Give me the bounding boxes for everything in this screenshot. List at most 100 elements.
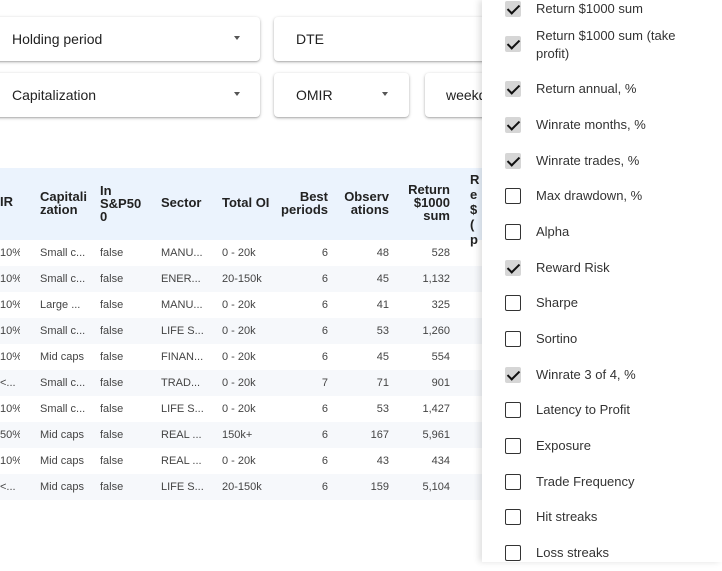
column-toggle-item[interactable]: Exposure (482, 428, 722, 464)
cell-capitalization: Small c... (40, 377, 86, 389)
checkbox-checked-icon[interactable] (505, 260, 521, 276)
cell-best-periods: 6 (321, 481, 328, 493)
weekday-label: weekd (446, 87, 487, 103)
cell-in-sp500: false (100, 377, 124, 389)
cell-ir: <... (0, 377, 16, 389)
cell-return-sum: 1,132 (422, 273, 450, 285)
column-toggle-item[interactable]: Hit streaks (482, 499, 722, 535)
cell-sector: FINAN... (161, 351, 204, 363)
cell-return-sum: 325 (431, 299, 450, 311)
cell-total-oi: 0 - 20k (222, 247, 256, 259)
column-toggle-label: Max drawdown, % (536, 188, 643, 203)
table-row[interactable]: 10% Mid caps false FINAN... 0 - 20k 6 45 554 (0, 344, 482, 370)
cell-ir: <... (0, 481, 16, 493)
column-toggle-item[interactable]: Alpha (482, 214, 722, 250)
column-toggle-label: Sortino (536, 331, 578, 346)
column-toggle-label: Reward Risk (536, 260, 610, 275)
cell-capitalization: Mid caps (40, 429, 85, 441)
column-toggle-item[interactable]: Loss streaks (482, 535, 722, 571)
checkbox-unchecked-icon[interactable] (505, 224, 521, 240)
holding-period-label: Holding period (12, 31, 103, 47)
cell-best-periods: 6 (321, 429, 328, 441)
capitalization-select[interactable]: Capitalization (0, 73, 260, 117)
checkbox-checked-icon[interactable] (505, 81, 521, 97)
col-header-return-sum[interactable]: Return $1000 sum (408, 182, 450, 223)
table-row[interactable]: 50% Mid caps false REAL ... 150k+ 6 167 5,961 (0, 422, 482, 448)
column-toggle-item[interactable]: Winrate trades, % (482, 143, 722, 179)
col-header-return-take-profit[interactable]: Re $ ( p (470, 172, 480, 247)
column-toggle-item[interactable]: Sharpe (482, 285, 722, 321)
col-header-best-periods[interactable]: Best periods (281, 189, 328, 217)
table-row[interactable]: 10% Small c... false LIFE S... 0 - 20k 6 53 1,2… (0, 318, 482, 344)
table-row[interactable]: 10% Mid caps false REAL ... 0 - 20k 6 43 434 (0, 448, 482, 474)
table-row[interactable]: 10% Small c... false ENER... 20-150k 6 45 1,132 (0, 266, 482, 292)
cell-in-sp500: false (100, 429, 124, 441)
cell-ir: 10% (0, 247, 20, 259)
cell-observations: 159 (370, 481, 389, 493)
cell-best-periods: 6 (321, 325, 328, 337)
cell-best-periods: 6 (321, 455, 328, 467)
checkbox-checked-icon[interactable] (505, 36, 521, 52)
table-row[interactable]: 10% Small c... false LIFE S... 0 - 20k 6 53 1,4… (0, 396, 482, 422)
cell-in-sp500: false (100, 299, 124, 311)
checkbox-unchecked-icon[interactable] (505, 509, 521, 525)
column-toggle-label: Alpha (536, 224, 570, 239)
col-header-total-oi[interactable]: Total OI (222, 195, 270, 210)
cell-total-oi: 0 - 20k (222, 299, 256, 311)
checkbox-checked-icon[interactable] (505, 117, 521, 133)
cell-sector: MANU... (161, 299, 203, 311)
column-toggle-item[interactable]: Sortino (482, 321, 722, 357)
cell-sector: REAL ... (161, 455, 202, 467)
col-header-ir[interactable]: IR (0, 195, 13, 208)
col-header-in-sp500[interactable]: In S&P50 0 (100, 183, 142, 224)
checkbox-unchecked-icon[interactable] (505, 188, 521, 204)
cell-in-sp500: false (100, 481, 124, 493)
cell-return-sum: 1,260 (422, 325, 450, 337)
checkbox-checked-icon[interactable] (505, 367, 521, 383)
cell-total-oi: 0 - 20k (222, 455, 256, 467)
cell-capitalization: Mid caps (40, 481, 85, 493)
checkbox-unchecked-icon[interactable] (505, 438, 521, 454)
column-toggle-item[interactable]: Return annual, % (482, 71, 722, 107)
column-toggle-item[interactable]: Latency to Profit (482, 392, 722, 428)
column-toggle-item[interactable]: Trade Frequency (482, 464, 722, 500)
cell-total-oi: 0 - 20k (222, 403, 256, 415)
cell-observations: 45 (376, 351, 389, 363)
cell-in-sp500: false (100, 455, 124, 467)
checkbox-unchecked-icon[interactable] (505, 331, 521, 347)
checkbox-unchecked-icon[interactable] (505, 474, 521, 490)
omir-select[interactable]: OMIR (274, 73, 409, 117)
table-row[interactable]: 10% Large ... false MANU... 0 - 20k 6 41 325 (0, 292, 482, 318)
column-toggle-item[interactable]: Winrate 3 of 4, % (482, 357, 722, 393)
checkbox-checked-icon[interactable] (505, 1, 521, 17)
cell-ir: 10% (0, 325, 20, 337)
column-toggle-item[interactable]: Reward Risk (482, 250, 722, 286)
dte-select[interactable]: DTE (274, 17, 504, 61)
column-toggle-item[interactable]: Return $1000 sum (take profit) (482, 27, 722, 63)
cell-ir: 10% (0, 403, 20, 415)
cell-in-sp500: false (100, 325, 124, 337)
checkbox-unchecked-icon[interactable] (505, 295, 521, 311)
col-header-observations[interactable]: Observ ations (344, 189, 389, 217)
cell-return-sum: 528 (431, 247, 450, 259)
checkbox-checked-icon[interactable] (505, 153, 521, 169)
table-row[interactable]: 10% Small c... false MANU... 0 - 20k 6 48 528 (0, 240, 482, 266)
checkbox-unchecked-icon[interactable] (505, 545, 521, 561)
column-toggle-item[interactable]: Return $1000 sum (482, 0, 722, 27)
cell-best-periods: 6 (321, 403, 328, 415)
column-toggle-item[interactable]: Max drawdown, % (482, 178, 722, 214)
cell-best-periods: 6 (321, 247, 328, 259)
col-header-sector[interactable]: Sector (161, 195, 202, 210)
cell-best-periods: 6 (321, 273, 328, 285)
holding-period-select[interactable]: Holding period (0, 17, 260, 61)
checkbox-unchecked-icon[interactable] (505, 402, 521, 418)
cell-return-sum: 901 (431, 377, 450, 389)
column-toggle-label: Latency to Profit (536, 402, 630, 417)
cell-return-sum: 5,961 (422, 429, 450, 441)
col-header-capitalization[interactable]: Capitali zation (40, 189, 87, 217)
column-toggle-label: Winrate trades, % (536, 153, 640, 168)
column-toggle-item[interactable]: Winrate months, % (482, 107, 722, 143)
cell-sector: LIFE S... (161, 325, 204, 337)
table-row[interactable]: <... Mid caps false LIFE S... 20-150k 6 159 5,1… (0, 474, 482, 500)
table-row[interactable]: <... Small c... false TRAD... 0 - 20k 7 71 901 (0, 370, 482, 396)
